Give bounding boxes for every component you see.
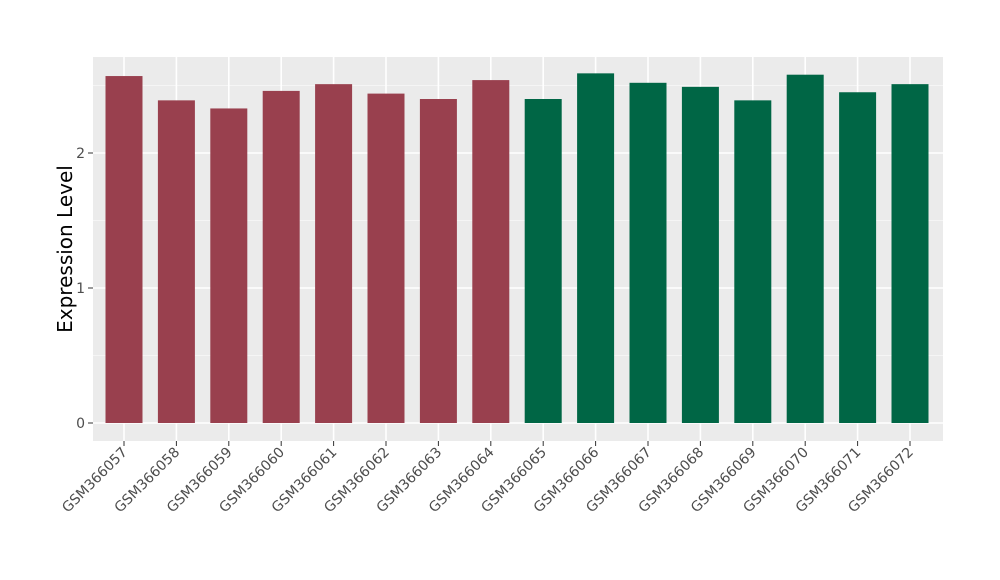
bar-GSM366060 [262,90,300,424]
y-tick-label: 0 [76,416,85,432]
bar-GSM366059 [210,108,248,423]
bar-GSM366065 [524,99,562,423]
bar-GSM366057 [105,76,143,424]
x-axis: GSM366057GSM366058GSM366059GSM366060GSM3… [59,441,917,516]
bar-GSM366063 [419,99,457,423]
bar-GSM366072 [891,84,929,424]
bar-GSM366062 [367,93,405,423]
bar-GSM366069 [734,100,772,423]
bar-GSM366064 [472,80,510,423]
y-axis-title: Expression Level [53,165,77,333]
bar-GSM366071 [839,92,877,423]
bar-GSM366067 [629,82,667,424]
bar-GSM366070 [786,74,824,423]
bar-GSM366061 [315,84,353,424]
y-tick-label: 2 [76,146,85,162]
bar-GSM366066 [577,73,615,423]
bar-GSM366058 [157,100,195,423]
bar-GSM366068 [681,86,719,423]
y-axis: 0 1 2 [76,146,93,432]
bars [105,73,929,424]
y-tick-label: 1 [76,281,85,297]
